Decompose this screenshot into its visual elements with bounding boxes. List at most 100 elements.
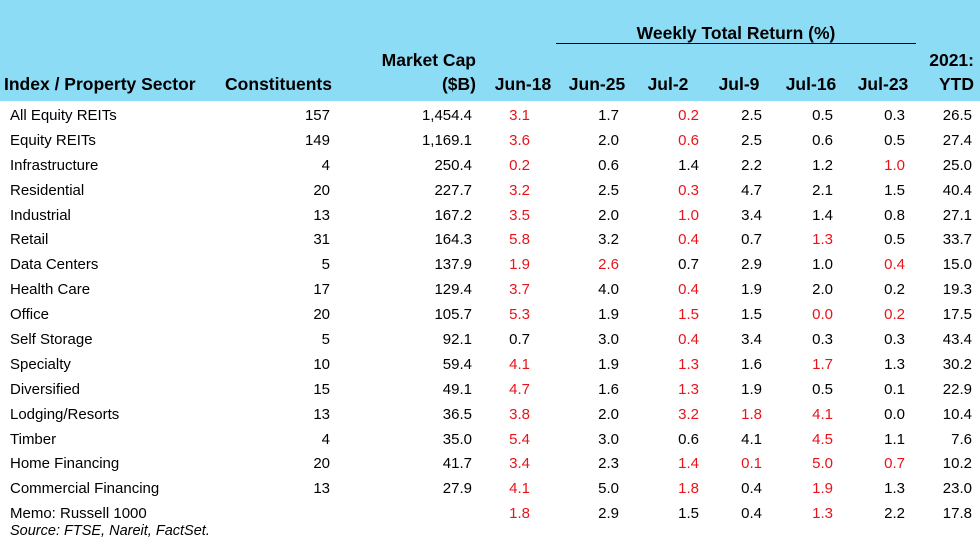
row-name: Memo: Russell 1000 [10,505,147,523]
row-weekly-return: 0.7 [741,231,762,249]
row-market-cap: 41.7 [442,455,472,473]
col-header-index: Index / Property Sector [4,74,196,94]
table-row: Infrastructure 4 250.4 0.2 0.6 1.4 2.2 1.2 1.0 25… [0,154,980,179]
row-weekly-return: 5.8 [509,231,530,249]
table-row: Health Care 17 129.4 3.7 4.0 0.4 1.9 2.0 0.2 19.3 [0,278,980,303]
row-ytd: 17.5 [942,306,972,324]
table-header: Weekly Total Return (%) Index / Property… [0,0,980,101]
row-weekly-return: 0.2 [884,306,905,324]
row-weekly-return: 2.3 [598,455,619,473]
row-weekly-return: 0.3 [884,107,905,124]
row-weekly-return: 1.2 [812,156,833,174]
row-weekly-return: 4.7 [509,380,530,398]
table-row: Retail 31 164.3 5.8 3.2 0.4 0.7 1.3 0.5 33.7 [0,228,980,253]
row-ytd: 19.3 [942,281,972,299]
row-market-cap: 250.4 [434,156,472,174]
row-market-cap: 137.9 [434,256,472,274]
row-ytd: 10.4 [942,405,972,423]
row-name: Retail [10,231,49,249]
row-weekly-return: 0.6 [598,156,619,174]
row-weekly-return: 1.7 [598,107,619,124]
row-weekly-return: 3.7 [509,281,530,299]
row-weekly-return: 0.3 [678,181,699,199]
row-weekly-return: 4.1 [741,430,762,448]
row-weekly-return: 0.8 [884,206,905,224]
row-ytd: 43.4 [942,331,972,349]
col-header-week-6: Jul-23 [857,74,909,94]
col-header-mcap-line1: Market Cap [381,50,476,70]
row-weekly-return: 4.1 [509,355,530,373]
row-ytd: 7.6 [951,430,972,448]
row-weekly-return: 1.9 [812,480,833,498]
row-weekly-return: 4.5 [812,430,833,448]
row-weekly-return: 2.0 [598,131,619,149]
row-weekly-return: 1.5 [741,306,762,324]
row-name: Self Storage [10,331,93,349]
row-weekly-return: 3.4 [509,455,530,473]
row-ytd: 30.2 [942,355,972,373]
row-ytd: 33.7 [942,231,972,249]
row-constituents: 10 [313,355,330,373]
row-market-cap: 36.5 [442,405,472,423]
col-header-week-1: Jun-18 [494,74,552,94]
row-weekly-return: 4.7 [741,181,762,199]
row-weekly-return: 4.0 [598,281,619,299]
row-name: All Equity REITs [10,107,117,124]
table-row: Home Financing 20 41.7 3.4 2.3 1.4 0.1 5.0 0.7 10… [0,452,980,477]
row-weekly-return: 1.3 [812,505,833,523]
row-weekly-return: 1.6 [741,355,762,373]
row-weekly-return: 1.5 [884,181,905,199]
row-weekly-return: 0.4 [678,231,699,249]
row-weekly-return: 2.9 [598,505,619,523]
row-constituents: 20 [313,455,330,473]
row-name: Infrastructure [10,156,99,174]
table-row: Industrial 13 167.2 3.5 2.0 1.0 3.4 1.4 0.8 27.1 [0,204,980,229]
row-market-cap: 1,169.1 [421,131,472,149]
row-name: Equity REITs [10,131,96,149]
row-weekly-return: 3.2 [598,231,619,249]
row-weekly-return: 3.4 [741,331,762,349]
row-constituents: 20 [313,306,330,324]
table-row: Timber 4 35.0 5.4 3.0 0.6 4.1 4.5 1.1 7.6 [0,428,980,453]
row-weekly-return: 2.5 [741,131,762,149]
row-weekly-return: 0.5 [884,131,905,149]
row-weekly-return: 1.8 [678,480,699,498]
row-ytd: 27.4 [942,131,972,149]
row-weekly-return: 5.0 [598,480,619,498]
row-name: Health Care [10,281,91,299]
weekly-return-group-title: Weekly Total Return (%) [636,23,836,43]
col-header-constituents: Constituents [225,74,332,94]
table-row: Residential 20 227.7 3.2 2.5 0.3 4.7 2.1 1.5 40.4 [0,179,980,204]
row-weekly-return: 1.3 [678,380,699,398]
row-ytd: 27.1 [942,206,972,224]
row-weekly-return: 0.4 [741,480,762,498]
row-market-cap: 49.1 [442,380,472,398]
table-row: Data Centers 5 137.9 1.9 2.6 0.7 2.9 1.0 0.4 15.0 [0,253,980,278]
row-constituents: 17 [313,281,330,299]
row-weekly-return: 3.1 [509,107,530,124]
row-weekly-return: 1.5 [678,306,699,324]
row-market-cap: 1,454.4 [421,107,472,124]
row-constituents: 20 [313,181,330,199]
table-row: All Equity REITs 157 1,454.4 3.1 1.7 0.2 2.5 0.… [0,104,980,129]
row-weekly-return: 1.8 [741,405,762,423]
row-weekly-return: 1.4 [678,156,699,174]
table-row: Commercial Financing 13 27.9 4.1 5.0 1.8 0.4 1.… [0,477,980,502]
row-weekly-return: 5.3 [509,306,530,324]
col-header-week-2: Jun-25 [568,74,626,94]
row-name: Office [10,306,49,324]
row-constituents: 15 [313,380,330,398]
row-name: Home Financing [10,455,120,473]
row-name: Residential [10,181,85,199]
row-weekly-return: 1.1 [884,430,905,448]
row-weekly-return: 1.7 [812,355,833,373]
row-weekly-return: 0.1 [741,455,762,473]
table-row: Equity REITs 149 1,169.1 3.6 2.0 0.6 2.5 0.6 0.5… [0,129,980,154]
row-weekly-return: 1.9 [598,306,619,324]
row-weekly-return: 0.0 [884,405,905,423]
row-weekly-return: 4.1 [812,405,833,423]
row-weekly-return: 1.3 [812,231,833,249]
row-weekly-return: 4.1 [509,480,530,498]
row-name: Lodging/Resorts [10,405,120,423]
row-weekly-return: 2.0 [598,206,619,224]
